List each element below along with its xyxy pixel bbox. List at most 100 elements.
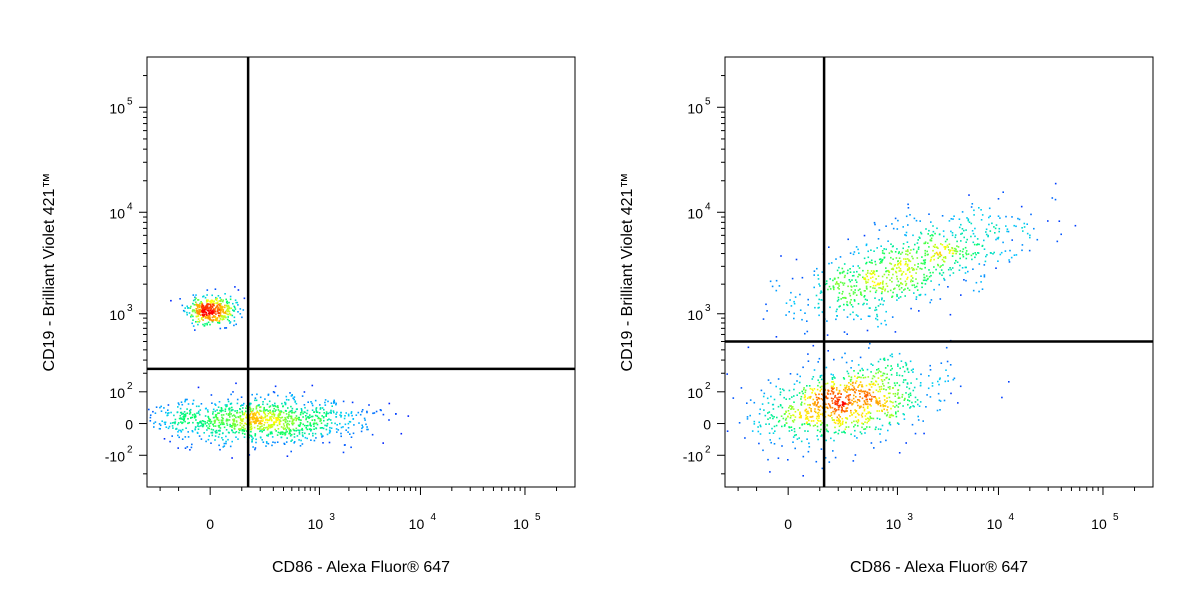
event-dot [207, 300, 209, 303]
event-dot [245, 407, 247, 409]
event-dot [890, 401, 892, 403]
event-dot [1005, 215, 1007, 218]
event-dot [921, 268, 923, 270]
event-dot [791, 420, 794, 422]
event-dot [839, 271, 841, 274]
event-dot [889, 392, 891, 395]
event-dot [961, 232, 963, 235]
event-dot [882, 288, 884, 290]
event-dot [263, 406, 265, 409]
event-dot [938, 255, 941, 258]
event-dot [905, 250, 907, 252]
event-dot [837, 400, 839, 403]
event-dot [944, 256, 947, 258]
event-dot [813, 388, 816, 390]
event-dot [825, 366, 828, 369]
left-x-axis-title: CD86 - Alexa Fluor® 647 [272, 559, 450, 576]
event-dot [909, 406, 912, 408]
right-y-axis-title: CD19 - Brilliant Violet 421™ [619, 173, 636, 372]
event-dot [210, 428, 213, 431]
event-dot [250, 434, 252, 437]
event-dot [830, 262, 833, 264]
event-dot [266, 434, 268, 437]
y-tick-exponent: 3 [127, 303, 133, 314]
event-dot [197, 323, 199, 326]
event-dot [206, 294, 208, 296]
event-dot [300, 439, 302, 442]
event-dot [253, 426, 256, 429]
event-dot [883, 379, 886, 381]
event-dot [328, 441, 331, 444]
y-tick-exponent: 2 [127, 381, 133, 392]
event-dot [978, 207, 980, 209]
event-dot [159, 424, 162, 427]
event-dot [890, 373, 893, 376]
event-dot [994, 232, 996, 234]
event-dot [316, 423, 319, 426]
event-dot [207, 303, 210, 305]
event-dot [315, 427, 317, 429]
event-dot [239, 429, 241, 432]
event-dot [1002, 241, 1004, 244]
event-dot [330, 409, 332, 412]
event-dot [892, 401, 894, 404]
event-dot [179, 298, 181, 300]
event-dot [183, 419, 185, 422]
event-dot [193, 413, 196, 415]
event-dot [298, 416, 300, 419]
event-dot [965, 257, 968, 260]
event-dot [751, 430, 754, 432]
event-dot [940, 243, 942, 245]
event-dot [821, 271, 824, 273]
event-dot [802, 475, 804, 477]
event-dot [890, 263, 893, 265]
event-dot [820, 378, 823, 381]
event-dot [865, 413, 868, 415]
event-dot [206, 429, 208, 431]
event-dot [364, 419, 366, 421]
event-dot [270, 431, 273, 434]
event-dot [757, 430, 760, 433]
event-dot [256, 393, 258, 396]
event-dot [254, 417, 256, 420]
event-dot [226, 422, 228, 425]
event-dot [284, 409, 287, 412]
event-dot [325, 411, 328, 413]
event-dot [895, 411, 897, 413]
event-dot [845, 426, 848, 428]
event-dot [210, 394, 213, 396]
event-dot [179, 411, 182, 414]
event-dot [853, 401, 855, 403]
event-dot [252, 408, 255, 410]
event-dot [961, 250, 964, 253]
event-dot [241, 316, 243, 319]
event-dot [949, 313, 952, 316]
event-dot [291, 411, 294, 414]
event-dot [322, 427, 325, 430]
event-dot [898, 374, 901, 377]
event-dot [244, 427, 246, 430]
event-dot [244, 433, 246, 435]
event-dot [868, 398, 871, 400]
event-dot [877, 325, 879, 328]
event-dot [836, 269, 839, 272]
event-dot [867, 281, 869, 284]
event-dot [870, 261, 872, 264]
event-dot [293, 433, 296, 435]
event-dot [272, 424, 274, 426]
y-tick-label: 10 [687, 205, 703, 221]
event-dot [974, 235, 976, 238]
event-dot [255, 407, 258, 410]
event-dot [858, 414, 860, 416]
event-dot [825, 428, 828, 431]
event-dot [278, 411, 281, 413]
event-dot [820, 428, 822, 431]
event-dot [216, 301, 219, 304]
event-dot [265, 441, 268, 443]
event-dot [273, 413, 276, 416]
event-dot [262, 401, 264, 403]
event-dot [293, 411, 296, 414]
event-dot [842, 403, 845, 406]
event-dot [840, 411, 843, 414]
event-dot [835, 310, 838, 313]
